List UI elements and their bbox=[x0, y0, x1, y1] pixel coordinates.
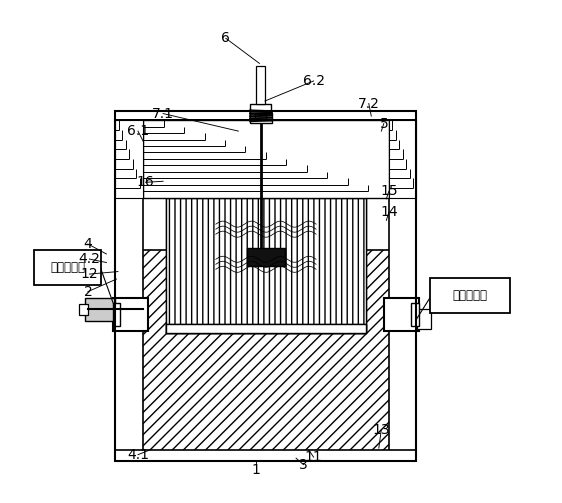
Bar bbox=[115, 111, 416, 120]
Bar bbox=[113, 298, 148, 331]
Bar bbox=[113, 303, 120, 326]
Bar bbox=[256, 66, 265, 104]
Text: 6.2: 6.2 bbox=[302, 74, 325, 88]
Bar bbox=[79, 304, 88, 315]
Text: 13: 13 bbox=[373, 423, 390, 437]
Bar bbox=[247, 248, 285, 266]
Bar bbox=[411, 303, 419, 326]
Text: 6.1: 6.1 bbox=[127, 124, 149, 138]
Bar bbox=[166, 198, 366, 333]
Text: 7.2: 7.2 bbox=[358, 97, 380, 111]
Bar bbox=[389, 111, 416, 461]
Bar bbox=[143, 120, 389, 198]
Text: 11: 11 bbox=[305, 450, 323, 464]
Bar bbox=[251, 104, 271, 113]
Bar bbox=[115, 111, 416, 120]
Text: 3: 3 bbox=[299, 458, 308, 472]
Bar bbox=[115, 250, 416, 461]
Text: 4: 4 bbox=[84, 237, 92, 251]
Text: 6: 6 bbox=[221, 31, 230, 45]
Text: 5: 5 bbox=[379, 117, 388, 131]
Text: 12: 12 bbox=[80, 267, 98, 281]
Bar bbox=[389, 120, 416, 198]
Text: 4.2: 4.2 bbox=[79, 252, 101, 266]
Text: 智能控温仪: 智能控温仪 bbox=[453, 289, 488, 302]
Bar bbox=[166, 324, 366, 333]
Text: 14: 14 bbox=[380, 205, 398, 219]
Text: 耐压测试仪: 耐压测试仪 bbox=[51, 261, 85, 274]
Bar bbox=[115, 111, 416, 461]
FancyBboxPatch shape bbox=[430, 278, 510, 313]
Text: 7.1: 7.1 bbox=[152, 107, 174, 121]
Text: 2: 2 bbox=[84, 285, 92, 299]
Bar bbox=[250, 113, 272, 123]
Text: 16: 16 bbox=[137, 175, 155, 189]
Bar bbox=[166, 198, 366, 333]
Bar bbox=[85, 298, 115, 321]
Bar bbox=[384, 298, 419, 331]
Bar bbox=[115, 450, 416, 461]
Bar bbox=[166, 324, 366, 333]
Bar bbox=[115, 111, 143, 461]
Text: 1: 1 bbox=[251, 463, 260, 477]
Text: 15: 15 bbox=[380, 184, 398, 198]
Bar bbox=[115, 120, 143, 198]
Bar bbox=[255, 113, 266, 120]
FancyBboxPatch shape bbox=[34, 250, 101, 285]
Text: 4.1: 4.1 bbox=[127, 448, 149, 462]
Bar bbox=[418, 309, 432, 329]
